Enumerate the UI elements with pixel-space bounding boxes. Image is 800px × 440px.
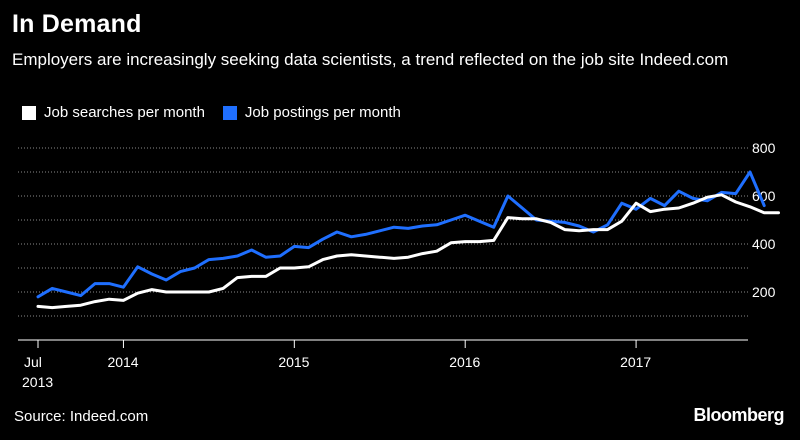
x-tick-label-2016: 2016	[449, 354, 480, 370]
chart-subtitle: Employers are increasingly seeking data …	[12, 50, 729, 69]
series-line-searches	[36, 193, 780, 310]
legend-label-postings: Job postings per month	[244, 104, 401, 121]
x-tick-sublabel-2013: 2013	[22, 374, 53, 390]
x-tick-label-2017: 2017	[620, 354, 651, 370]
legend-item-postings: Job postings per month	[222, 104, 401, 121]
y-tick-label-200: 200	[752, 284, 776, 300]
series-line-postings	[36, 170, 766, 299]
source-note: Source: Indeed.com	[14, 408, 149, 425]
x-tick-label-2015: 2015	[278, 354, 309, 370]
legend-swatch-postings	[222, 105, 237, 120]
legend-item-searches: Job searches per month	[22, 104, 205, 121]
y-tick-label-800: 800	[752, 140, 776, 156]
x-tick-label-Jul: Jul	[24, 354, 42, 370]
x-tick-label-2014: 2014	[107, 354, 138, 370]
y-tick-label-400: 400	[752, 236, 776, 252]
chart-title: In Demand	[12, 10, 142, 38]
legend-swatch-searches	[22, 105, 36, 120]
chart-legend: Job searches per month Job postings per …	[22, 104, 419, 121]
legend-label-searches: Job searches per month	[44, 104, 205, 121]
brand-logo: Bloomberg	[693, 405, 784, 425]
